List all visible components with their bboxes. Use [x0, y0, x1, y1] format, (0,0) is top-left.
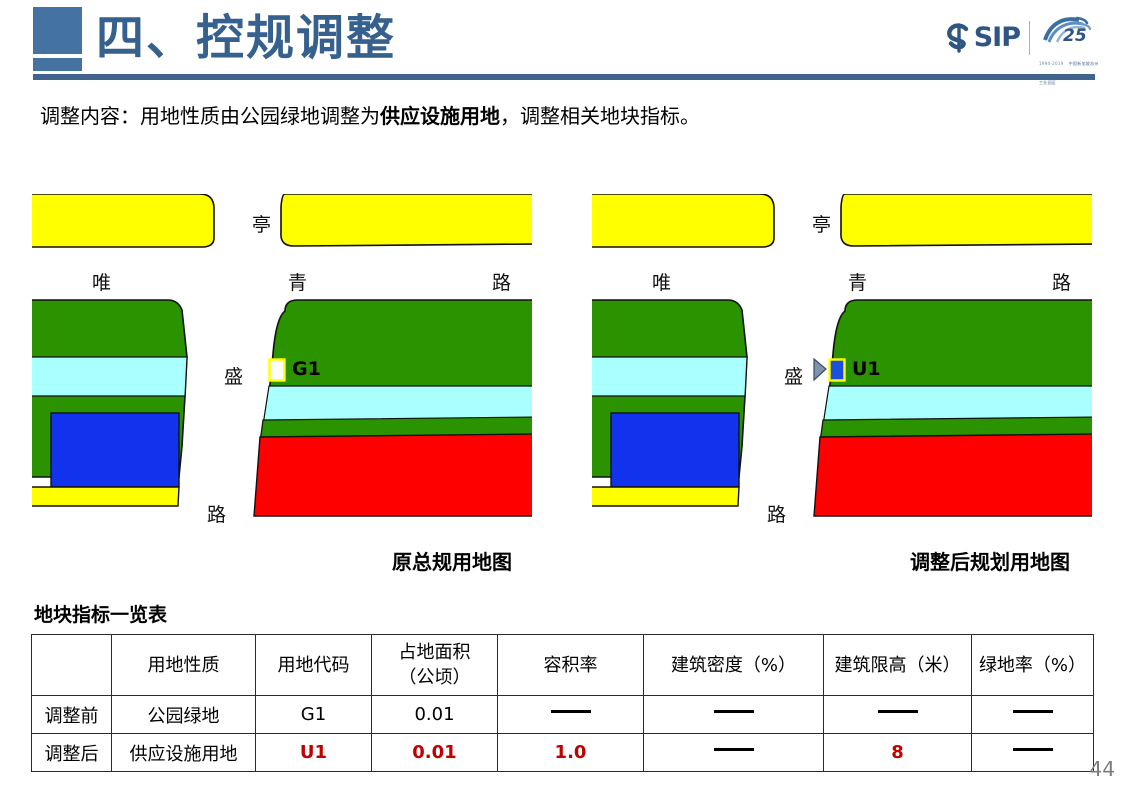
table-header-land-area: 占地面积 （公顷）	[371, 634, 498, 696]
region-blue-left	[610, 412, 740, 488]
sip-s-mark-icon	[946, 23, 968, 53]
page-number: 44	[1089, 757, 1115, 781]
map-road-label-lu-top: 路	[1052, 272, 1072, 294]
map-road-label-ting: 亭	[252, 214, 272, 236]
region-blue-left	[50, 412, 180, 488]
map-adjusted-plan: 亭 唯 青 路 盛 路 U1	[592, 194, 1092, 534]
region-green-right	[268, 299, 532, 395]
table-row: 用地性质 用地代码 占地面积 （公顷） 容积率 建筑密度（%） 建筑限高（米） 绿…	[31, 634, 1094, 696]
table-header-land-nature: 用地性质	[111, 634, 256, 696]
anniversary-years: 1994-2019	[1039, 61, 1064, 66]
region-green-right	[828, 299, 1092, 395]
header-decoration-block-tall	[33, 7, 82, 54]
cell-land-code-after: U1	[255, 733, 372, 772]
cell-green-ratio-before	[971, 695, 1094, 734]
parcel-code-label-adjusted: U1	[852, 358, 881, 380]
cell-land-nature-before: 公园绿地	[111, 695, 256, 734]
cell-land-area-before: 0.01	[371, 695, 498, 734]
map-road-label-sheng: 盛	[784, 366, 804, 388]
map-caption-original: 原总规用地图	[392, 550, 512, 574]
cell-height-limit-before	[823, 695, 972, 734]
adjustment-description: 调整内容：用地性质由公园绿地调整为供应设施用地，调整相关地块指标。	[40, 100, 1090, 132]
map-road-label-lu-bottom: 路	[767, 504, 787, 526]
anniversary-cn-line: 中国新加坡苏州工业园区	[1039, 61, 1099, 85]
parcel-indicator-table: 用地性质 用地代码 占地面积 （公顷） 容积率 建筑密度（%） 建筑限高（米） 绿…	[31, 634, 1094, 772]
map-road-label-wei: 唯	[92, 272, 112, 294]
svg-text:25: 25	[1063, 26, 1087, 46]
region-cyan-left	[32, 356, 188, 397]
cell-density-before	[643, 695, 824, 734]
map-road-label-wei: 唯	[652, 272, 672, 294]
table-header-corner	[31, 634, 112, 696]
row-label-after: 调整后	[31, 733, 112, 772]
adjustment-description-emphasis: 供应设施用地	[380, 104, 500, 128]
region-cyan-right	[822, 385, 1092, 426]
region-yellow-bottom-left	[592, 486, 740, 507]
header-divider-rule	[33, 74, 1095, 80]
cell-green-ratio-after	[971, 733, 1094, 772]
map-road-label-lu-bottom: 路	[207, 504, 227, 526]
map-original-plan: 亭 唯 青 路 盛 路 G1	[32, 194, 532, 534]
page-title: 四、控规调整	[96, 10, 397, 66]
logo-text: SIP	[973, 22, 1021, 53]
table-row: 调整后 供应设施用地 U1 0.01 1.0 8	[31, 733, 1094, 772]
parcel-marker-adjusted	[828, 358, 846, 382]
map-caption-adjusted: 调整后规划用地图	[910, 550, 1070, 574]
region-red-right	[813, 433, 1092, 517]
anniversary-swoosh-icon: 25	[1043, 16, 1092, 46]
parcel-marker-original	[268, 358, 286, 382]
parcel-pointer-arrow-icon	[813, 357, 827, 382]
table-row: 调整前 公园绿地 G1 0.01	[31, 695, 1094, 734]
table-header-row: 用地性质 用地代码 占地面积 （公顷） 容积率 建筑密度（%） 建筑限高（米） 绿…	[31, 634, 1094, 696]
adjustment-description-prefix: 调整内容：用地性质由公园绿地调整为	[40, 104, 380, 128]
region-cyan-left	[592, 356, 748, 397]
cell-height-limit-after: 8	[823, 733, 972, 772]
anniversary-mark: 25 1994-2019 中国新加坡苏州工业园区	[1039, 16, 1101, 85]
row-label-before: 调整前	[31, 695, 112, 734]
table-header-land-code: 用地代码	[255, 634, 372, 696]
map-original-plan-graphic	[32, 194, 532, 517]
adjustment-description-suffix: ，调整相关地块指标。	[500, 104, 700, 128]
logo-divider	[1029, 21, 1030, 55]
region-yellow-top-left	[32, 194, 215, 248]
table-title: 地块指标一览表	[34, 604, 168, 626]
map-road-label-qing: 青	[288, 272, 308, 294]
cell-far-after: 1.0	[497, 733, 644, 772]
map-road-label-ting: 亭	[812, 214, 832, 236]
region-yellow-bottom-left	[32, 486, 180, 507]
cell-density-after	[643, 733, 824, 772]
cell-far-before	[497, 695, 644, 734]
cell-land-code-before: G1	[255, 695, 372, 734]
region-yellow-top-left	[592, 194, 775, 248]
slide-header: 四、控规调整 SIP 25 1994-2019 中国新加坡苏州工业园区	[0, 0, 1123, 90]
table-header-height-limit: 建筑限高（米）	[823, 634, 972, 696]
region-red-right	[253, 433, 532, 517]
header-decoration-block-short	[33, 58, 82, 71]
sip-logo: SIP 25 1994-2019 中国新加坡苏州工业园区	[945, 14, 1101, 85]
table-header-far: 容积率	[497, 634, 644, 696]
region-cyan-right	[262, 385, 532, 426]
region-yellow-top-right	[840, 194, 1092, 247]
cell-land-area-after: 0.01	[371, 733, 498, 772]
map-adjusted-plan-graphic	[592, 194, 1092, 517]
map-road-label-qing: 青	[848, 272, 868, 294]
cell-land-nature-after: 供应设施用地	[111, 733, 256, 772]
table-header-density: 建筑密度（%）	[643, 634, 824, 696]
region-yellow-top-right	[280, 194, 532, 247]
parcel-code-label-original: G1	[292, 358, 321, 380]
table-header-green-ratio: 绿地率（%）	[971, 634, 1094, 696]
map-road-label-lu-top: 路	[492, 272, 512, 294]
map-road-label-sheng: 盛	[224, 366, 244, 388]
